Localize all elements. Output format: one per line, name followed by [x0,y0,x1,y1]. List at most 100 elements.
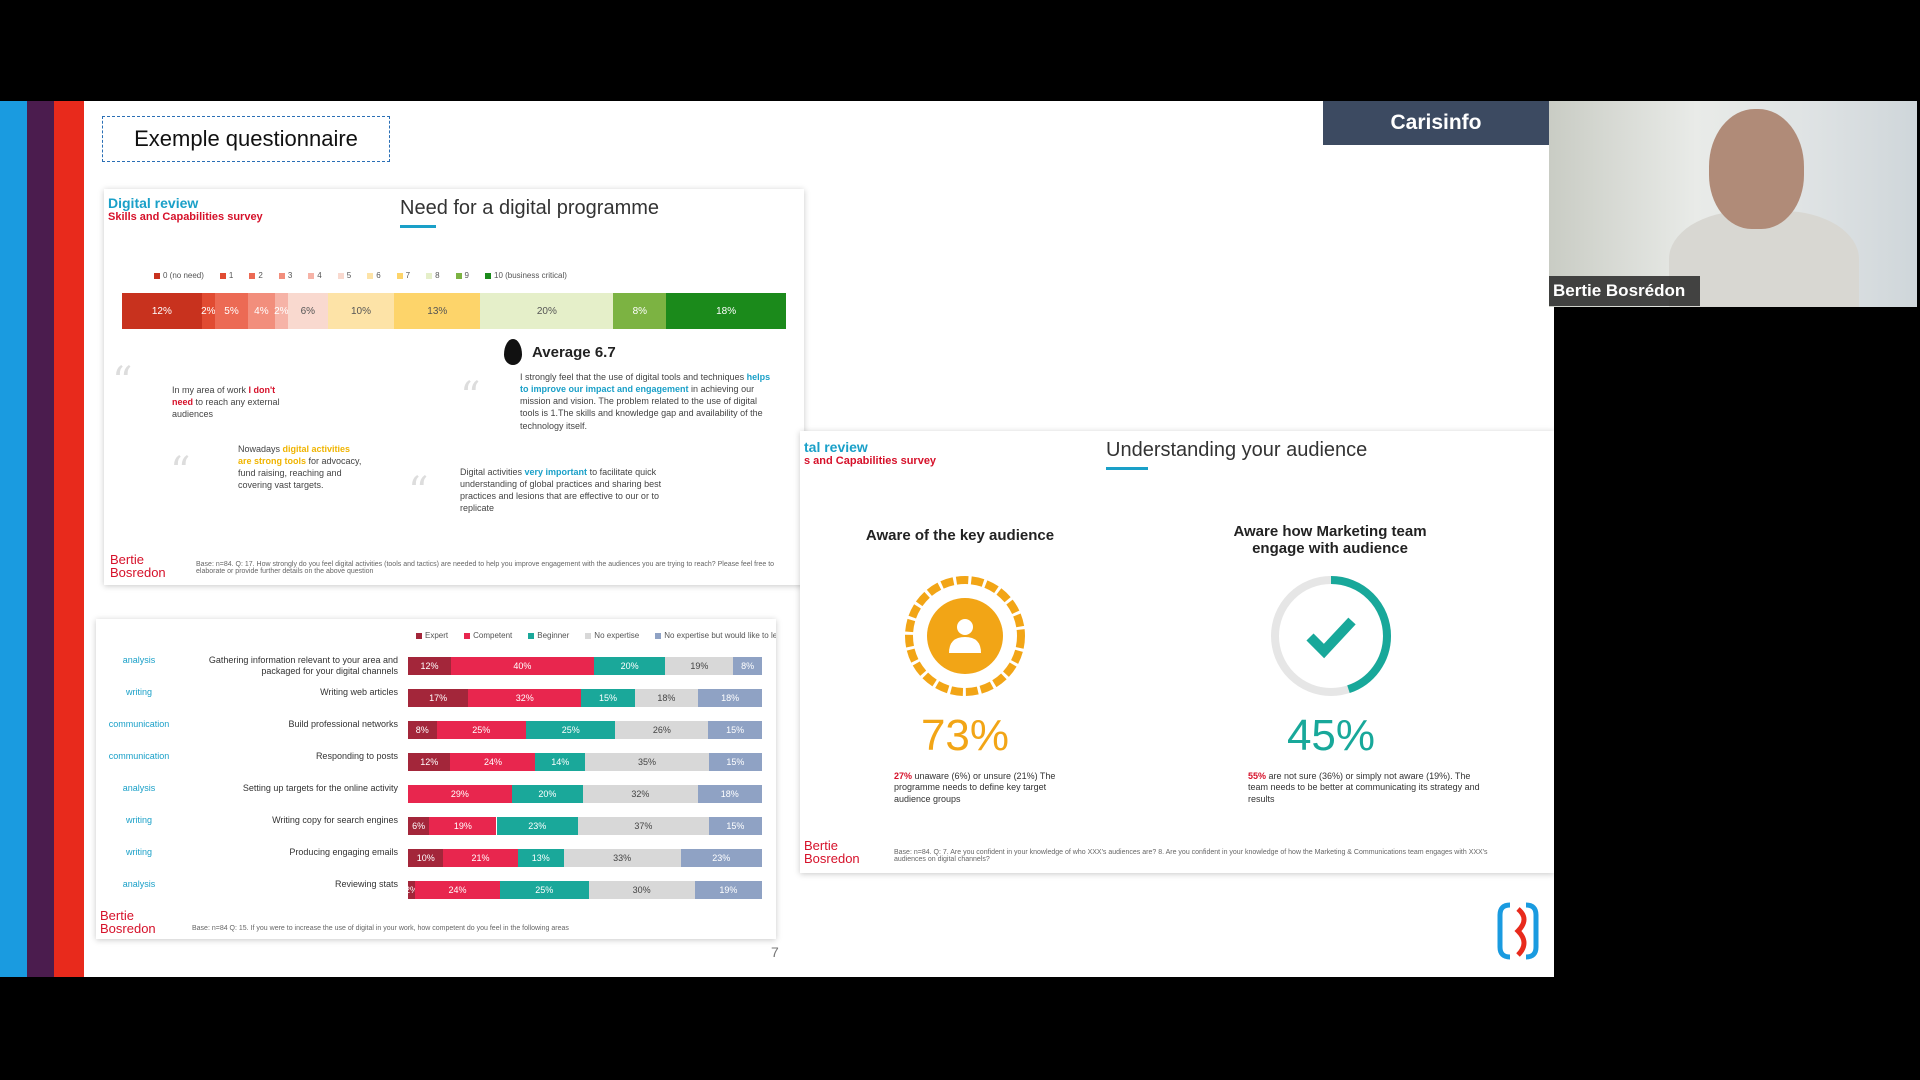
skill-bar-segment: 19% [665,657,734,675]
survey-subtitle: Skills and Capabilities survey [108,211,263,223]
skill-bar-segment: 14% [535,753,585,771]
title-underline [400,225,436,228]
skill-bar-segment: 30% [588,881,695,899]
bar-segment: 20% [480,293,614,329]
row-category: communication [108,751,170,761]
bertie-logo: Bertie Bosredon [100,908,156,936]
row-label: Gathering information relevant to your a… [208,655,398,676]
accent-bar-purple [27,101,54,977]
skill-bar-segment: 8% [408,721,437,739]
skill-bar-segment: 20% [511,785,584,803]
skill-bar-segment: 24% [450,753,536,771]
right-percentage: 45% [1286,711,1376,760]
survey-subtitle: s and Capabilities survey [804,455,937,467]
audience-donut [905,576,1025,696]
row-category: writing [125,687,152,697]
slide-understanding-audience: tal review s and Capabilities survey Und… [800,431,1554,873]
skill-bar-segment: 15% [581,689,635,707]
skill-bar-segment: 17% [408,689,469,707]
row-category: writing [125,815,152,825]
title-underline [1106,467,1148,470]
bar-segment: 2% [274,293,289,329]
bar-segment: 6% [287,293,328,329]
legend-item: 7 [396,271,410,280]
bar-segment: 10% [327,293,395,329]
skill-bar-segment: 13% [517,849,564,867]
quote-icon: “ [170,449,191,495]
skill-bar-segment: 18% [634,689,699,707]
slide-digital-programme: Digital review Skills and Capabilities s… [104,189,804,585]
skill-bar-segment: 37% [577,817,709,835]
right-heading: Aware how Marketing team engage with aud… [1233,523,1427,557]
skills-legend: Expert Competent Beginner No expertise No ex… [416,631,776,640]
bar-segment: 5% [214,293,249,329]
skill-bar-segment: 23% [680,849,762,867]
row-category: analysis [122,655,156,665]
drop-icon [504,339,522,365]
page-number: 7 [771,944,779,960]
bertie-logo: Bertie Bosredon [110,552,166,580]
legend-item: No expertise but would like to learn [655,631,776,640]
quote-icon: “ [408,469,429,515]
row-label: Responding to posts [315,751,398,761]
user-icon [949,619,981,653]
skill-bar-segment: 23% [496,817,578,835]
review-title: tal review [804,439,868,455]
row-category: communication [108,719,170,729]
skill-bar-segment: 25% [500,881,589,899]
skill-bar-segment: 32% [583,785,698,803]
participant-name: Bertie Bosrédon [1549,276,1700,306]
skill-bar-segment: 40% [450,657,594,675]
check-icon [1306,617,1356,659]
legend-item: 8 [426,271,440,280]
marketing-donut [1271,576,1391,696]
legend-item: 9 [455,271,469,280]
row-label: Producing engaging emails [289,847,398,857]
skill-bar-segment: 33% [563,849,681,867]
bar-segment: 4% [248,293,275,329]
brand-label: Carisinfo [1323,101,1549,145]
legend-item: 3 [278,271,292,280]
legend-item: 0 (no need) [154,271,204,280]
bar-segment: 2% [201,293,216,329]
skill-bar-segment: 35% [585,753,709,771]
quote-4: Digital activities very important to fac… [460,467,662,514]
skill-bar-segment: 15% [708,721,762,739]
row-label: Setting up targets for the online activi… [242,783,398,793]
left-percentage: 73% [920,711,1010,760]
scale-stacked-bar: 12% 2% 5% 4% 2% 6% 10% 13% 20% 8% 18% [122,293,786,329]
footnote: Base: n=84 Q: 15. If you were to increas… [192,925,569,932]
skill-bar-segment: 6% [408,817,430,835]
skill-bar-segment: 8% [733,657,762,675]
legend-item: Expert [416,631,448,640]
legend-item: 2 [249,271,263,280]
participant-video[interactable] [1549,101,1917,307]
slide-title: Understanding your audience [1106,439,1368,461]
skill-bar-segment: 12% [408,657,451,675]
skill-bar-segment: 25% [526,721,616,739]
left-note: 27% unaware (6%) or unsure (21%) The pro… [894,771,1056,804]
row-category: analysis [122,783,156,793]
quote-1: In my area of work I don't need to reach… [172,385,280,420]
legend-item: 5 [337,271,351,280]
skill-bar-segment: 10% [408,849,444,867]
footnote: Base: n=84. Q: 17. How strongly do you f… [196,561,775,575]
row-category: writing [125,847,152,857]
skill-bar-segment: 32% [468,689,582,707]
skill-bar-segment: 19% [429,817,497,835]
legend-item: 4 [308,271,322,280]
legend-item: Competent [464,631,512,640]
skill-bar-segment: 21% [443,849,518,867]
bar-segment: 12% [122,293,202,329]
bertie-logo: Bertie Bosredon [804,838,860,866]
footnote: Base: n=84. Q: 7. Are you confident in y… [894,849,1488,863]
skill-bar-segment: 15% [708,817,762,835]
bar-segment: 8% [613,293,667,329]
skill-bar-segment: 2% [405,881,418,899]
skill-bar-segment: 19% [694,881,762,899]
row-label: Build professional networks [288,719,398,729]
row-label: Writing web articles [320,687,398,697]
quote-icon: “ [112,359,133,405]
skill-bar-segment: 12% [408,753,451,771]
